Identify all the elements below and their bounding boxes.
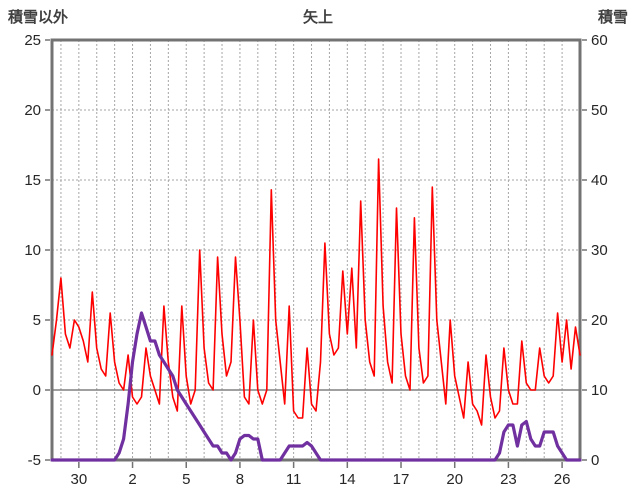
bottom-tick-label: 5 bbox=[182, 471, 190, 488]
bottom-tick-label: 14 bbox=[339, 471, 356, 488]
plot-frame bbox=[50, 38, 582, 462]
left-tick-label: 10 bbox=[24, 242, 41, 259]
bottom-tick-label: 30 bbox=[71, 471, 88, 488]
series-line-non-snow bbox=[51, 158, 581, 426]
right-tick-label: 10 bbox=[591, 382, 608, 399]
right-tick-label: 40 bbox=[591, 172, 608, 189]
bottom-tick-label: 20 bbox=[446, 471, 463, 488]
series-line-snow bbox=[50, 311, 582, 462]
right-tick-label: 0 bbox=[591, 452, 599, 469]
left-tick-label: 15 bbox=[24, 172, 41, 189]
bottom-tick-label: 8 bbox=[236, 471, 244, 488]
right-tick-label: 50 bbox=[591, 102, 608, 119]
left-tick-label: 20 bbox=[24, 102, 41, 119]
left-tick-label: -5 bbox=[28, 452, 41, 469]
left-tick-label: 0 bbox=[33, 382, 41, 399]
bottom-tick-label: 17 bbox=[393, 471, 410, 488]
right-tick-label: 20 bbox=[591, 312, 608, 329]
right-axis-title: 積雪 bbox=[597, 9, 628, 26]
left-axis-title: 積雪以外 bbox=[8, 9, 69, 26]
left-tick-label: 25 bbox=[24, 32, 41, 49]
chart-title: 矢上 bbox=[302, 9, 333, 26]
left-tick-label: 5 bbox=[33, 312, 41, 329]
bottom-tick-label: 23 bbox=[500, 471, 517, 488]
bottom-tick-label: 26 bbox=[554, 471, 571, 488]
right-tick-label: 60 bbox=[591, 32, 608, 49]
right-tick-label: 30 bbox=[591, 242, 608, 259]
bottom-tick-label: 11 bbox=[286, 471, 302, 488]
bottom-tick-label: 2 bbox=[128, 471, 136, 488]
